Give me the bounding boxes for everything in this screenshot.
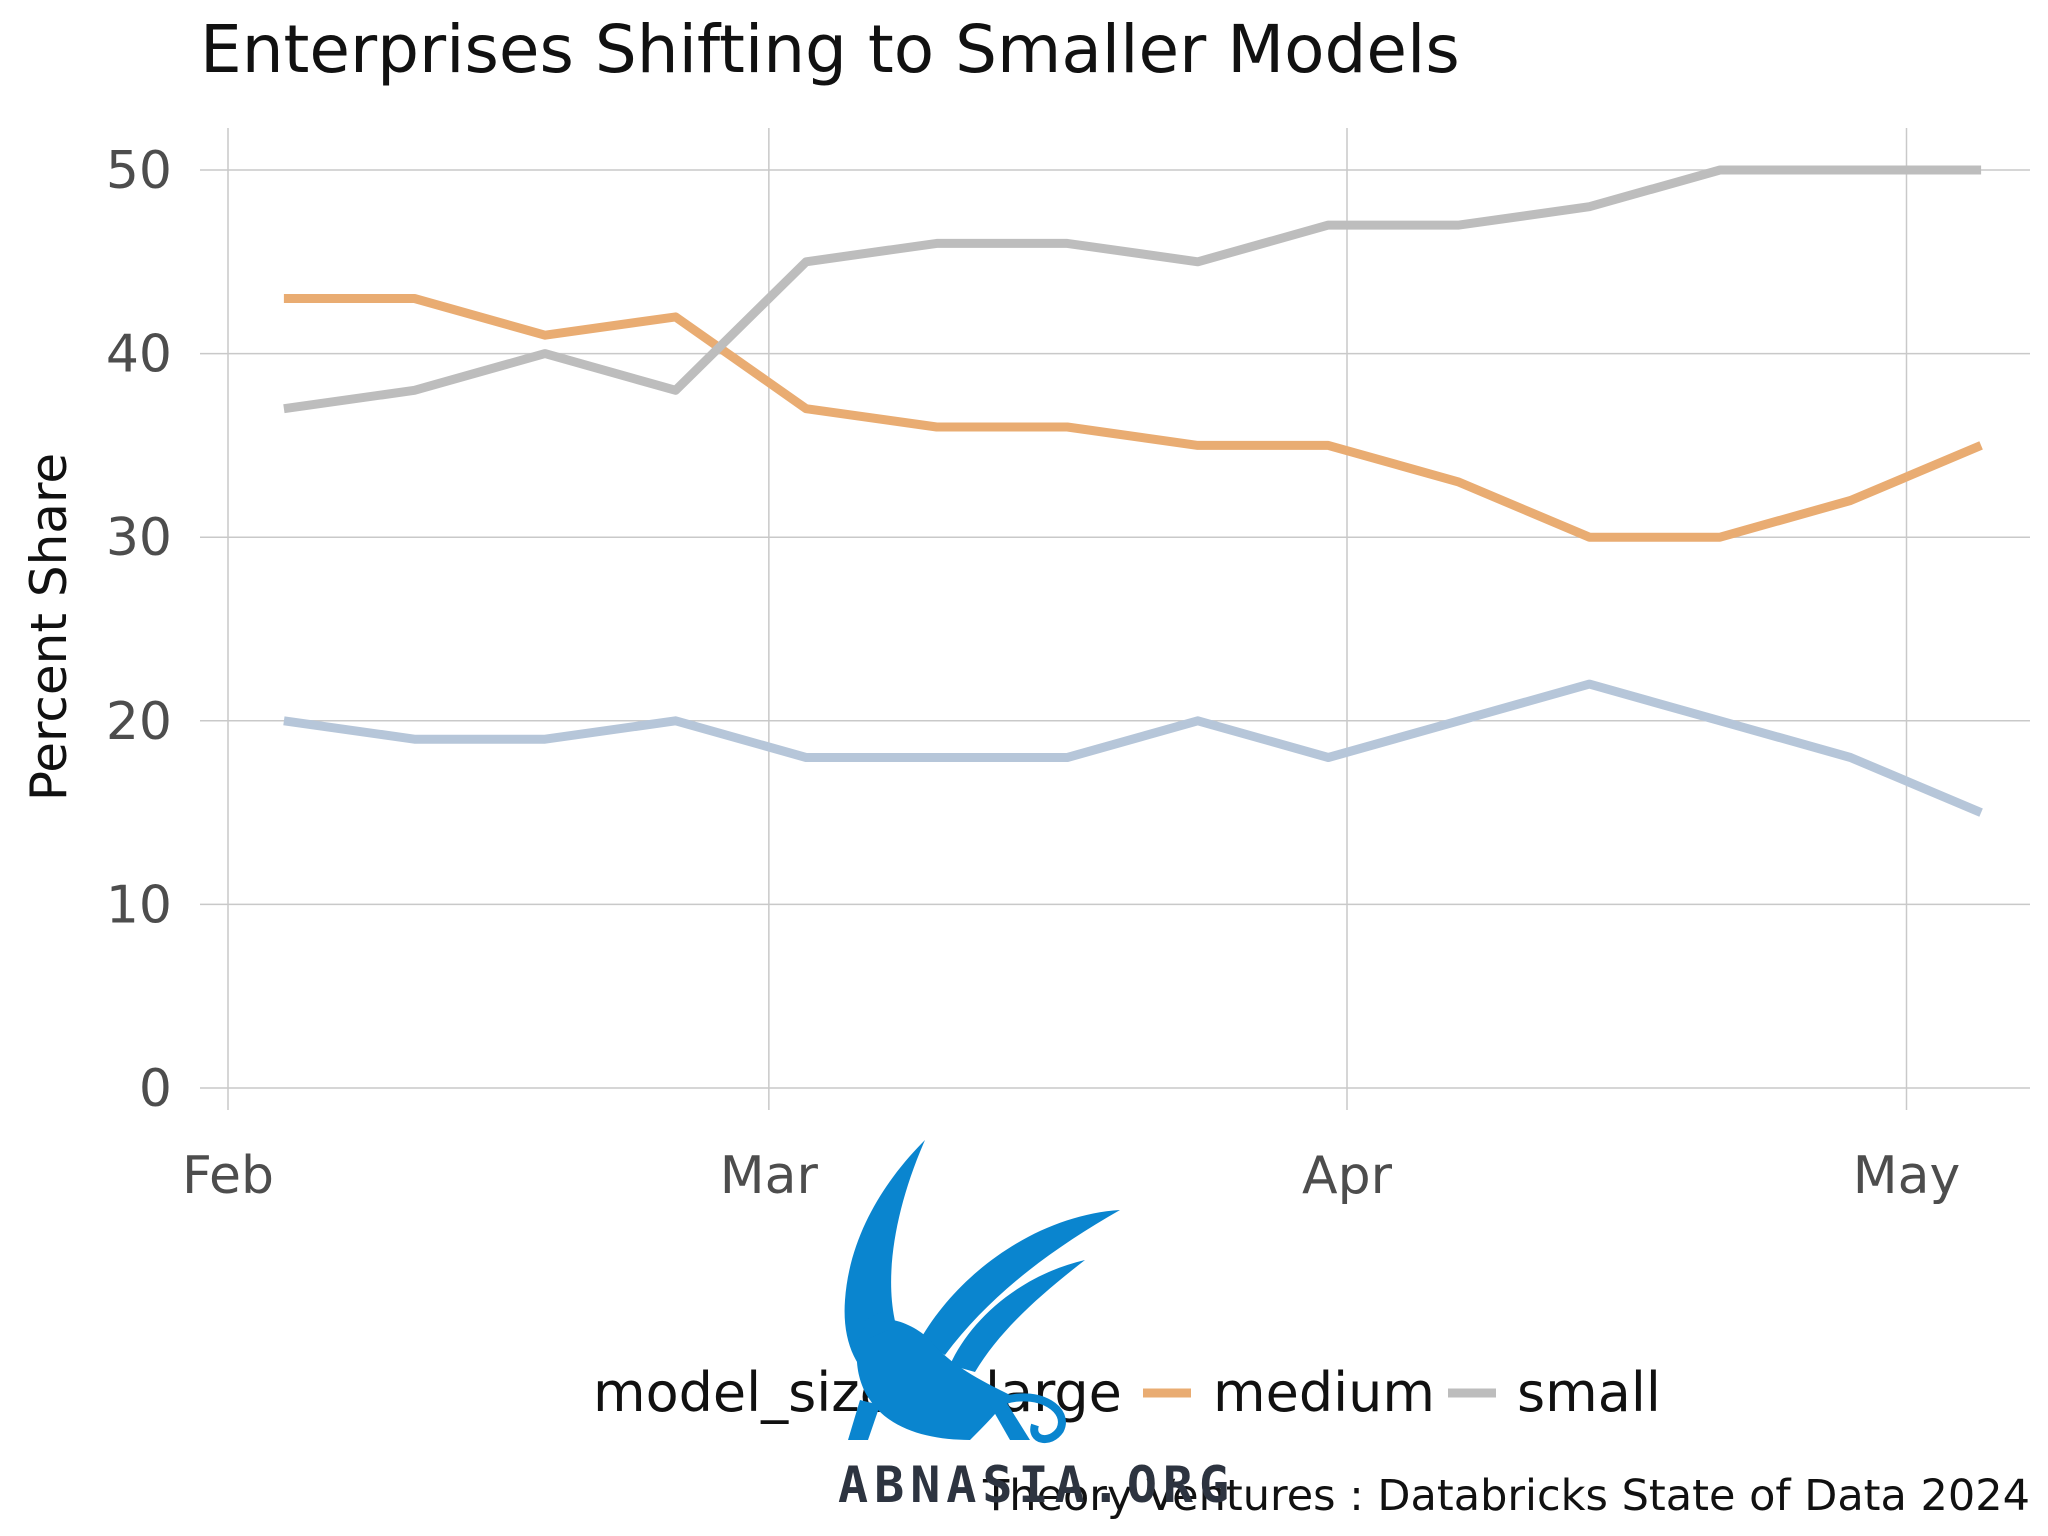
griffin-logo-icon [844, 1140, 1120, 1443]
watermark-logo: ABNASIA.ORG [838, 1140, 1235, 1514]
y-tick-label: 20 [106, 692, 172, 752]
y-tick-label: 30 [106, 508, 172, 568]
grid-lines [200, 128, 2030, 1110]
x-axis-ticks: Feb Mar Apr May [182, 1146, 1960, 1206]
series-line-small [283, 165, 1982, 414]
chart-title: Enterprises Shifting to Smaller Models [200, 11, 1460, 88]
y-tick-label: 50 [106, 141, 172, 201]
series-lines [283, 165, 1983, 817]
legend-label-medium: medium [1213, 1361, 1435, 1424]
x-tick-label: Apr [1302, 1146, 1393, 1206]
y-tick-label: 40 [106, 325, 172, 385]
legend: model_size large medium small [593, 1361, 1661, 1424]
chart-caption: Theory Ventures : Databricks State of Da… [982, 1471, 2030, 1521]
y-axis-ticks: 0 10 20 30 40 50 [106, 141, 172, 1119]
series-line-large [283, 679, 1983, 817]
legend-title: model_size [593, 1361, 893, 1424]
legend-label-small: small [1517, 1361, 1661, 1424]
x-tick-label: May [1853, 1146, 1961, 1206]
watermark-text: ABNASIA.ORG [838, 1456, 1235, 1514]
y-tick-label: 10 [106, 875, 172, 935]
series-line-medium [283, 294, 1983, 542]
x-tick-label: Mar [720, 1146, 819, 1206]
x-tick-label: Feb [182, 1146, 274, 1206]
y-axis-label: Percent Share [20, 453, 78, 801]
y-tick-label: 0 [139, 1059, 172, 1119]
